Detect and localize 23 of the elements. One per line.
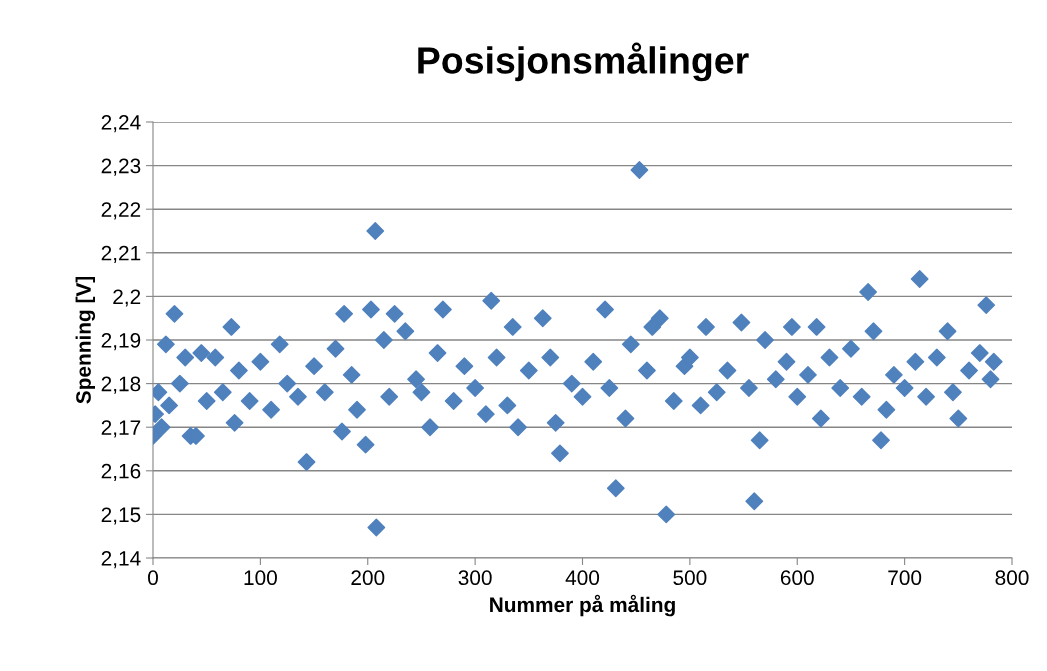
- y-tick-label: 2,24: [101, 115, 141, 133]
- y-tick-label: 2,22: [101, 202, 141, 220]
- y-tick-label: 2,17: [101, 420, 141, 438]
- x-tick-label: 0: [148, 570, 158, 586]
- y-tick-label: 2,23: [101, 158, 141, 176]
- y-tick-label: 2,16: [101, 463, 141, 482]
- chart-title: Posisjonsmålinger: [418, 42, 749, 82]
- y-axis-title: Spenning [V]: [75, 276, 96, 404]
- x-tick-label: 800: [995, 570, 1029, 586]
- x-tick-label: 200: [351, 570, 385, 586]
- x-tick-label: 600: [780, 570, 814, 586]
- x-axis-title: Nummer på måling: [490, 594, 675, 617]
- y-tick-label: 2,18: [101, 376, 141, 394]
- y-tick-label: 2,19: [101, 333, 141, 351]
- x-tick-label: 100: [244, 570, 277, 586]
- y-tick-label: 2,2: [113, 289, 141, 307]
- y-tick-label: 2,21: [101, 245, 141, 264]
- x-tick-label: 500: [673, 570, 707, 586]
- y-tick-label: 2,14: [101, 551, 141, 569]
- x-tick-label: 400: [565, 570, 600, 586]
- y-tick-label: 2,15: [101, 507, 141, 525]
- x-tick-label: 300: [458, 570, 492, 586]
- x-tick-label: 700: [888, 570, 922, 586]
